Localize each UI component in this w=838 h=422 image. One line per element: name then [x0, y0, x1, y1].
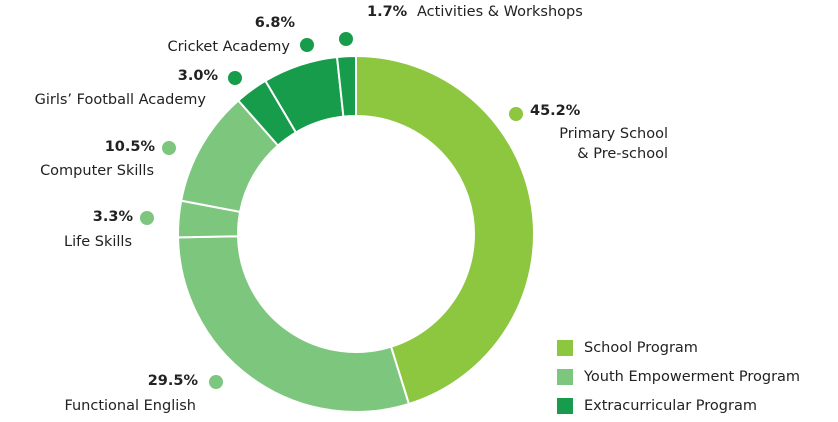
category-label: Functional English	[64, 398, 196, 414]
label-dot	[140, 211, 154, 225]
category-label: Activities & Workshops	[417, 4, 583, 20]
value-label: 3.3%	[92, 209, 133, 225]
donut-slice	[335, 54, 357, 118]
value-label: 6.8%	[254, 15, 295, 31]
category-label: Life Skills	[64, 234, 132, 250]
value-label: 29.5%	[147, 373, 198, 389]
label-dot	[162, 141, 176, 155]
value-label: 10.5%	[104, 139, 155, 155]
label-dot	[339, 32, 353, 46]
value-label: 1.7%	[367, 4, 408, 20]
value-label: 45.2%	[530, 103, 581, 119]
legend-label: Extracurricular Program	[584, 398, 757, 414]
category-label: Primary School & Pre-school	[559, 126, 668, 162]
category-label: Cricket Academy	[167, 39, 290, 55]
legend-swatch	[557, 398, 573, 414]
label-dot	[228, 71, 242, 85]
donut-slice	[177, 235, 411, 413]
category-label: Computer Skills	[40, 163, 154, 179]
value-label: 3.0%	[177, 68, 218, 84]
legend-swatch	[557, 369, 573, 385]
legend-label: Youth Empowerment Program	[584, 369, 801, 385]
label-dot	[300, 38, 314, 52]
label-dot	[209, 375, 223, 389]
donut-slice	[355, 54, 535, 406]
legend-label: School Program	[584, 340, 698, 356]
label-dot	[509, 107, 523, 121]
legend-swatch	[557, 340, 573, 356]
category-label: Girls’ Football Academy	[34, 92, 206, 108]
